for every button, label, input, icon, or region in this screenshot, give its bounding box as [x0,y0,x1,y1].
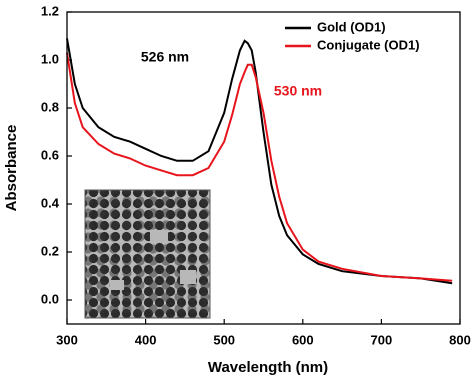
annotation: 530 nm [274,83,322,99]
y-tick-label: 0.2 [41,243,59,258]
annotation: 526 nm [141,49,189,65]
x-tick-label: 600 [292,332,314,347]
x-tick-label: 400 [135,332,157,347]
plot-frame [66,11,461,325]
y-axis-label: Absorbance [3,125,20,212]
series-line [66,38,453,285]
legend-label: Conjugate (OD1) [317,37,420,52]
y-tick-label: 0.6 [41,147,59,162]
x-tick-label: 300 [56,332,78,347]
x-axis-label: Wavelength (nm) [208,359,328,376]
y-tick-label: 0.8 [41,99,59,114]
y-tick-label: 0.4 [41,195,60,210]
x-tick-label: 700 [371,332,393,347]
x-tick-label: 500 [213,332,235,347]
y-tick-label: 1.2 [41,3,59,18]
y-tick-label: 1.0 [41,51,59,66]
legend-label: Gold (OD1) [317,19,386,34]
x-tick-label: 800 [449,332,471,347]
series-line [66,52,453,282]
y-tick-label: 0.0 [41,291,59,306]
inset-image [84,189,211,319]
